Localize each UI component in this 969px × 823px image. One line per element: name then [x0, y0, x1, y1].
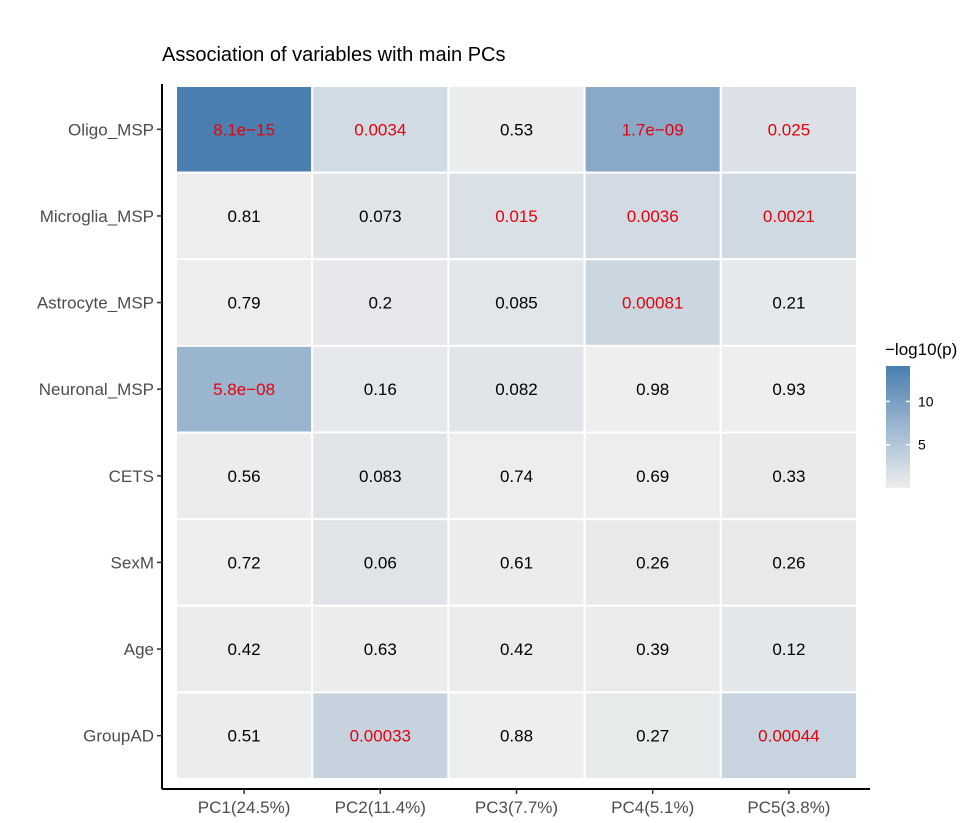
y-tick-label: Oligo_MSP — [68, 120, 154, 139]
legend-colorbar — [886, 366, 910, 488]
heatmap-cell — [447, 171, 586, 261]
cell-value-label: 0.33 — [772, 467, 805, 486]
heatmap-cell — [175, 431, 314, 521]
heatmap-cell — [175, 604, 314, 694]
heatmap-cell — [719, 518, 858, 607]
x-tick-label: PC4(5.1%) — [611, 798, 694, 817]
cell-value-label: 0.79 — [228, 294, 261, 313]
heatmap-cell — [311, 518, 450, 607]
legend: −log10(p) 5 10 — [885, 340, 957, 488]
heatmap-cell — [447, 518, 586, 607]
heatmap-cell — [447, 85, 586, 174]
legend-tick-label: 5 — [918, 437, 926, 453]
y-tick-label: Microglia_MSP — [40, 207, 154, 226]
cell-value-label: 0.12 — [772, 640, 805, 659]
heatmap-cell — [583, 518, 722, 607]
x-tick-label: PC2(11.4%) — [335, 798, 426, 817]
cell-value-label: 0.98 — [636, 380, 669, 399]
y-tick-label: SexM — [111, 553, 154, 572]
x-tick-label: PC3(7.7%) — [475, 798, 558, 817]
legend-title: −log10(p) — [885, 340, 957, 359]
cell-value-label: 8.1e−15 — [213, 120, 275, 139]
cell-value-label: 0.0034 — [354, 120, 406, 139]
cell-value-label: 5.8e−08 — [213, 380, 275, 399]
cell-value-label: 0.93 — [772, 380, 805, 399]
cell-value-label: 0.74 — [500, 467, 533, 486]
heatmap-cell — [175, 344, 314, 434]
cell-value-label: 0.81 — [228, 207, 261, 226]
y-tick-label: Neuronal_MSP — [39, 380, 154, 399]
axes: Oligo_MSP Microglia_MSP Astrocyte_MSP Neuro… — [37, 84, 870, 817]
cell-value-label: 0.0021 — [763, 207, 815, 226]
cell-value-label: 0.69 — [636, 467, 669, 486]
cell-value-label: 0.085 — [495, 294, 538, 313]
cell-value-label: 0.00044 — [758, 727, 819, 746]
cell-value-label: 0.16 — [364, 380, 397, 399]
heatmap-cell — [447, 344, 586, 434]
cell-value-label: 0.21 — [772, 294, 805, 313]
cell-value-label: 0.53 — [500, 120, 533, 139]
heatmap-cell — [311, 344, 450, 434]
heatmap-cell — [447, 431, 586, 521]
cell-value-label: 0.26 — [636, 553, 669, 572]
y-tick-label: Astrocyte_MSP — [37, 294, 154, 313]
cell-value-label: 0.06 — [364, 553, 397, 572]
heatmap-cell — [719, 431, 858, 521]
heatmap-cell — [719, 344, 858, 434]
y-tick-label: Age — [124, 640, 154, 659]
legend-tick-label: 10 — [918, 393, 934, 409]
heatmap-cell — [447, 691, 586, 780]
cell-value-label: 0.015 — [495, 207, 538, 226]
cell-value-label: 0.27 — [636, 727, 669, 746]
cell-value-label: 0.39 — [636, 640, 669, 659]
cell-value-label: 0.63 — [364, 640, 397, 659]
heatmap-cell — [583, 344, 722, 434]
cell-value-label: 0.073 — [359, 207, 402, 226]
cell-value-label: 0.00081 — [622, 294, 683, 313]
heatmap-cell — [175, 691, 314, 780]
cell-value-label: 1.7e−09 — [622, 120, 684, 139]
cell-value-label: 0.72 — [228, 553, 261, 572]
chart-title: Association of variables with main PCs — [162, 44, 505, 66]
cell-value-label: 0.51 — [228, 727, 261, 746]
cell-value-label: 0.025 — [768, 120, 811, 139]
heatmap-cell — [175, 85, 314, 174]
cell-value-label: 0.0036 — [627, 207, 679, 226]
heatmap-cell — [175, 171, 314, 261]
cell-value-label: 0.56 — [228, 467, 261, 486]
heatmap-cell — [311, 691, 450, 780]
cell-value-label: 0.26 — [772, 553, 805, 572]
x-tick-label: PC5(3.8%) — [747, 798, 830, 817]
heatmap-cell — [583, 691, 722, 780]
cell-value-label: 0.2 — [368, 294, 392, 313]
heatmap-cell — [719, 171, 858, 261]
heatmap-cell — [311, 431, 450, 521]
cell-value-label: 0.42 — [228, 640, 261, 659]
heatmap-cell — [719, 691, 858, 780]
y-tick-label: CETS — [109, 467, 154, 486]
cell-value-label: 0.083 — [359, 467, 402, 486]
cell-value-label: 0.61 — [500, 553, 533, 572]
cell-value-label: 0.88 — [500, 727, 533, 746]
heatmap-cell — [311, 258, 450, 347]
cell-value-label: 0.082 — [495, 380, 538, 399]
heatmap-cell — [583, 258, 722, 347]
cell-value-label: 0.42 — [500, 640, 533, 659]
cell-value-label: 0.00033 — [350, 727, 411, 746]
y-tick-label: GroupAD — [83, 727, 154, 746]
x-tick-label: PC1(24.5%) — [198, 798, 291, 817]
heatmap-cell — [311, 85, 450, 174]
heatmap-cells: 8.1e−15 0.0034 0.53 1.7e−09 0.025 0.81 0.073 0.… — [175, 85, 858, 780]
